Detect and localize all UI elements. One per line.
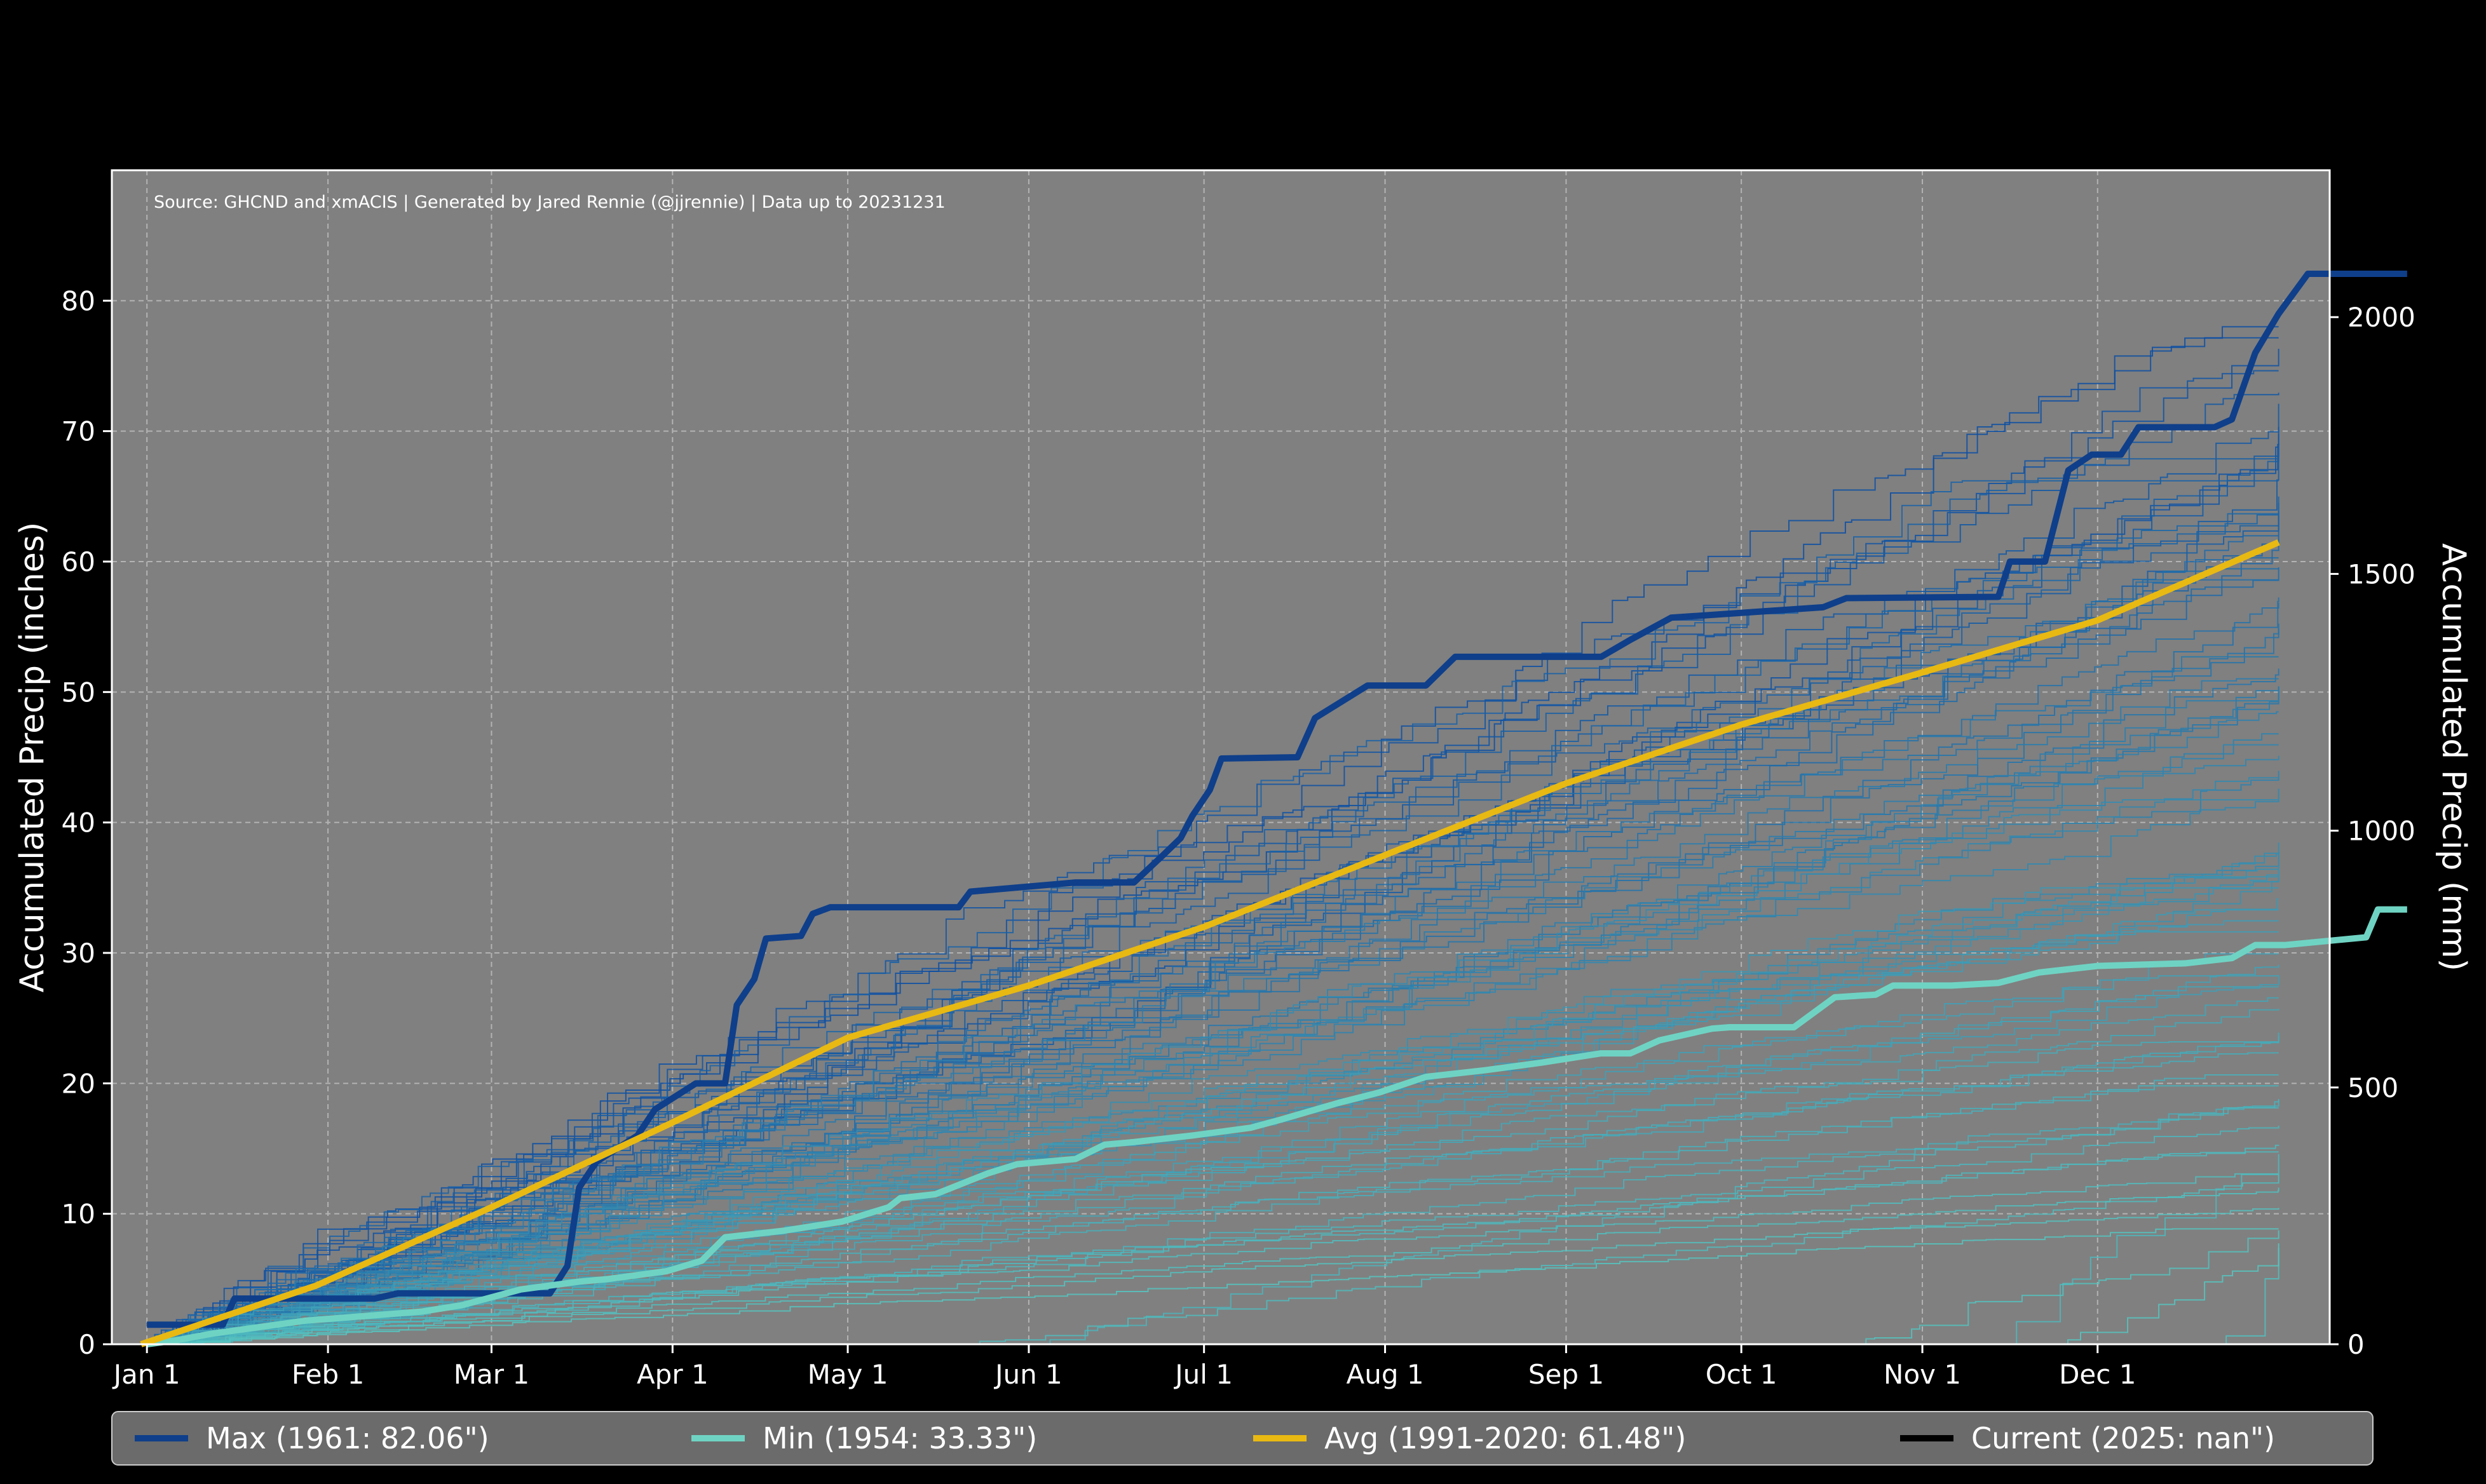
x-tick-label: Feb 1 <box>292 1359 364 1390</box>
series-line <box>146 906 2407 1347</box>
plot-frame <box>111 169 2331 1346</box>
legend-items: Max (1961: 82.06") Min (1954: 33.33") Avg … <box>135 1421 2275 1455</box>
historical-year-line <box>141 1208 2279 1345</box>
y-tick-label: 0 <box>78 1329 95 1360</box>
historical-year-line <box>141 920 2279 1345</box>
historical-year-line <box>141 513 2279 1345</box>
historical-year-line <box>141 1126 2279 1345</box>
x-tick-label: Dec 1 <box>2059 1359 2136 1390</box>
historical-year-line <box>141 668 2279 1345</box>
y-tick-label: 70 <box>62 416 95 447</box>
x-tick-label: Apr 1 <box>637 1359 709 1390</box>
historical-year-line <box>141 870 2279 1345</box>
legend-label: Current (2025: nan") <box>1971 1421 2275 1455</box>
chart-title: 2025 Accumulated Precipitation For Prent… <box>588 10 1913 74</box>
historical-year-line <box>141 975 2279 1345</box>
y-tick-label-right: 2000 <box>2347 302 2415 333</box>
historical-year-line <box>141 887 2279 1345</box>
historical-year-line <box>1985 1154 2279 1345</box>
historical-year-line <box>1838 1230 2279 1345</box>
historical-year-line <box>141 744 2279 1345</box>
y-tick-label-right: 500 <box>2347 1072 2398 1103</box>
y-tick-label: 60 <box>62 546 95 577</box>
historical-year-line <box>141 513 2279 1345</box>
historical-year-line <box>141 876 2279 1345</box>
legend-label: Avg (1991-2020: 61.48") <box>1324 1421 1686 1455</box>
x-tick-label: Sep 1 <box>1528 1359 1604 1390</box>
y-tick-label: 20 <box>62 1068 95 1099</box>
historical-year-line <box>141 539 2279 1345</box>
historical-year-line <box>141 1036 2279 1345</box>
historical-year-line <box>141 1173 2279 1345</box>
x-tick-label: Jun 1 <box>993 1359 1063 1390</box>
historical-year-line <box>141 898 2279 1345</box>
y-axis-label-left: Accumulated Precip (inches) <box>13 522 51 993</box>
legend-item: Max (1961: 82.06") <box>135 1421 489 1455</box>
series-line <box>140 539 2280 1347</box>
historical-year-line <box>2059 1243 2279 1345</box>
y-tick-label: 50 <box>62 677 95 708</box>
y-tick-label: 80 <box>62 285 95 316</box>
historical-year-line <box>141 733 2279 1345</box>
historical-year-line <box>141 326 2279 1345</box>
historical-year-line <box>141 503 2279 1345</box>
x-tick-label: Nov 1 <box>1884 1359 1961 1390</box>
y-tick-label: 10 <box>62 1199 95 1230</box>
x-tick-label: Aug 1 <box>1346 1359 1423 1390</box>
historical-year-line <box>959 1175 2279 1345</box>
legend-item: Current (2025: nan") <box>1900 1421 2275 1455</box>
y-tick-label-right: 1000 <box>2347 816 2415 847</box>
historical-year-line <box>141 349 2279 1345</box>
legend-item: Avg (1991-2020: 61.48") <box>1253 1421 1686 1455</box>
historical-year-line <box>141 865 2279 1345</box>
y-tick-label-right: 0 <box>2347 1329 2365 1360</box>
highlight-series-lines <box>140 271 2407 1347</box>
historical-year-line <box>141 788 2279 1345</box>
historical-year-line <box>141 700 2279 1345</box>
historical-year-line <box>141 393 2279 1345</box>
chart-subtitle: ID= USC00227172 | LAT= 31.5867 | LON= -8… <box>557 126 1944 163</box>
y-tick-label: 40 <box>62 807 95 839</box>
legend-label: Max (1961: 82.06") <box>206 1421 489 1455</box>
historical-year-line <box>141 480 2279 1345</box>
historical-year-line <box>1035 1107 2279 1345</box>
y-tick-label-right: 1500 <box>2347 558 2415 590</box>
x-tick-label: Jul 1 <box>1173 1359 1233 1390</box>
y-tick-label: 30 <box>62 938 95 969</box>
historical-year-line <box>141 1009 2279 1345</box>
x-tick-label: Mar 1 <box>454 1359 529 1390</box>
historical-year-line <box>141 842 2279 1345</box>
y-axis-label-right: Accumulated Precip (mm) <box>2435 543 2473 971</box>
legend-label: Min (1954: 33.33") <box>763 1421 1037 1455</box>
y-axis-right: 0 500 1000 1500 2000 <box>2330 302 2415 1360</box>
historical-years-lines <box>141 326 2279 1345</box>
grid-lines <box>112 170 2330 1344</box>
legend <box>111 1411 2374 1466</box>
historical-year-line <box>141 447 2279 1345</box>
legend-item: Min (1954: 33.33") <box>691 1421 1037 1455</box>
historical-year-line <box>141 953 2279 1345</box>
x-tick-label: May 1 <box>808 1359 888 1390</box>
historical-year-line <box>141 755 2279 1345</box>
historical-year-line <box>141 656 2279 1345</box>
historical-year-line <box>141 1228 2279 1345</box>
y-axis-left: 0 10 20 30 40 50 60 70 80 <box>62 285 112 1360</box>
x-axis: Jan 1 Feb 1 Mar 1 Apr 1 May 1 Jun 1 Jul 1 Aug 1… <box>112 1344 2136 1390</box>
x-tick-label: Oct 1 <box>1706 1359 1777 1390</box>
x-tick-label: Jan 1 <box>112 1359 180 1390</box>
historical-year-line <box>141 997 2279 1345</box>
historical-year-line <box>141 690 2279 1345</box>
historical-year-line <box>141 799 2279 1345</box>
source-note: Source: GHCND and xmACIS | Generated by … <box>154 192 946 212</box>
